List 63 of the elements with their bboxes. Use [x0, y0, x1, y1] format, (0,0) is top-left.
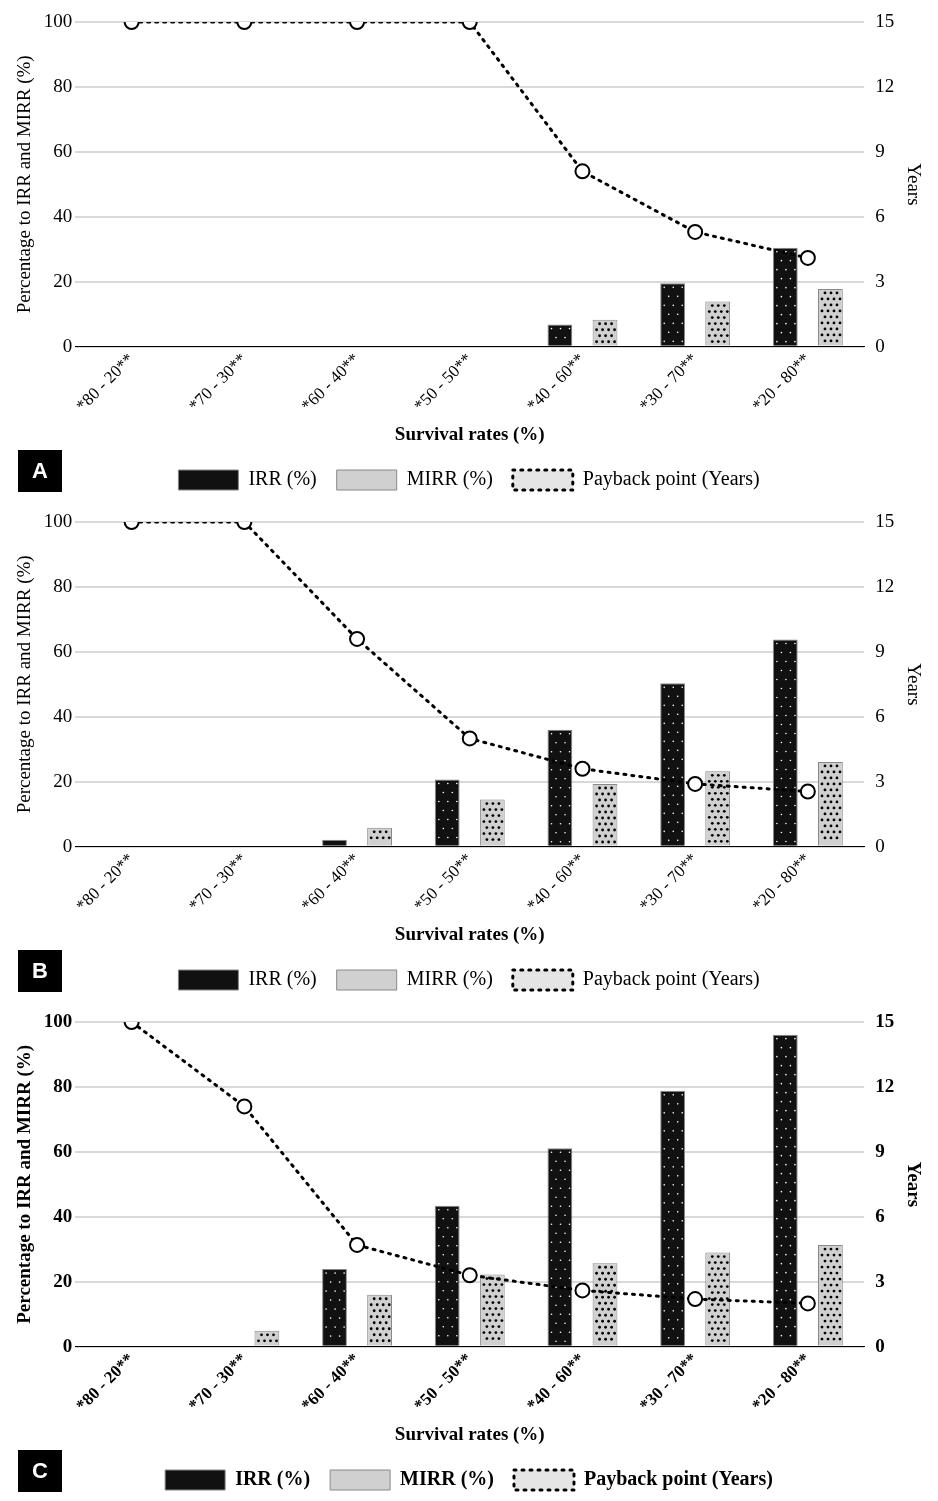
y2-tick-label: 3 — [875, 1269, 885, 1291]
legend-label: Payback point (Years) — [583, 1467, 773, 1491]
y2-tick-label: 3 — [875, 769, 885, 791]
y2-tick-label: 9 — [875, 139, 885, 161]
y2-axis-title: Years — [903, 663, 925, 706]
y2-tick-label: 9 — [875, 639, 885, 661]
y-axis-title: Percentage to IRR and MIRR (%) — [13, 1044, 36, 1324]
y-tick-label: 40 — [53, 204, 73, 226]
legend-label: MIRR (%) — [406, 467, 493, 491]
text: B — [18, 950, 62, 992]
x-axis-title: Survival rates (%) — [394, 1422, 545, 1445]
x-axis-title: Survival rates (%) — [394, 422, 545, 445]
y-tick-label: 0 — [62, 1334, 73, 1356]
x-tick-label: *60 - 40** — [297, 849, 364, 915]
y-tick-label: 100 — [43, 9, 73, 31]
y2-tick-label: 3 — [875, 269, 885, 291]
text: C — [18, 1450, 62, 1492]
legend-label: IRR (%) — [235, 1467, 311, 1491]
y-tick-label: 100 — [43, 509, 73, 531]
y-axis-title: Percentage to IRR and MIRR (%) — [13, 55, 36, 314]
y-tick-label: 40 — [53, 704, 73, 726]
y2-tick-label: 6 — [875, 204, 885, 226]
x-tick-label: *60 - 40** — [297, 1349, 363, 1415]
y-tick-label: 0 — [62, 334, 73, 356]
legend-label: MIRR (%) — [406, 967, 493, 991]
y2-tick-label: 6 — [875, 704, 885, 726]
y-tick-label: 100 — [43, 1009, 73, 1031]
y2-axis-title: Years — [903, 163, 925, 206]
y2-tick-label: 0 — [875, 334, 885, 356]
y-tick-label: 60 — [53, 139, 73, 161]
y2-axis-title: Years — [903, 1161, 925, 1208]
y2-tick-label: 9 — [875, 1139, 885, 1161]
y2-tick-label: 15 — [875, 509, 895, 531]
y-tick-label: 80 — [53, 74, 73, 96]
legend-label: Payback point (Years) — [582, 467, 760, 491]
x-axis-title: Survival rates (%) — [394, 922, 545, 945]
y2-tick-label: 12 — [875, 1074, 895, 1096]
y2-tick-label: 12 — [875, 574, 895, 596]
y2-tick-label: 15 — [875, 1009, 895, 1031]
y-tick-label: 20 — [53, 1269, 73, 1291]
legend-label: IRR (%) — [248, 467, 317, 491]
legend-label: IRR (%) — [248, 967, 317, 991]
x-tick-label: *40 - 60** — [522, 1349, 589, 1415]
y2-tick-label: 15 — [875, 9, 895, 31]
y-axis-title: Percentage to IRR and MIRR (%) — [13, 555, 36, 814]
y-tick-label: 20 — [53, 769, 73, 791]
legend-label: MIRR (%) — [400, 1467, 494, 1491]
y-tick-label: 0 — [62, 834, 73, 856]
y-tick-label: 60 — [53, 639, 73, 661]
x-tick-label: *60 - 40** — [297, 349, 364, 415]
y2-tick-label: 6 — [875, 1204, 885, 1226]
y2-tick-label: 0 — [875, 834, 885, 856]
y-tick-label: 80 — [53, 1074, 73, 1096]
text: A — [18, 450, 62, 492]
x-tick-label: *40 - 60** — [522, 349, 589, 415]
y2-tick-label: 12 — [875, 74, 895, 96]
y-tick-label: 20 — [53, 269, 73, 291]
y2-tick-label: 0 — [875, 1334, 885, 1356]
y-tick-label: 60 — [53, 1139, 73, 1161]
y-tick-label: 40 — [53, 1204, 73, 1226]
legend-label: Payback point (Years) — [582, 967, 760, 991]
y-tick-label: 80 — [53, 574, 73, 596]
x-tick-label: *40 - 60** — [522, 849, 589, 915]
